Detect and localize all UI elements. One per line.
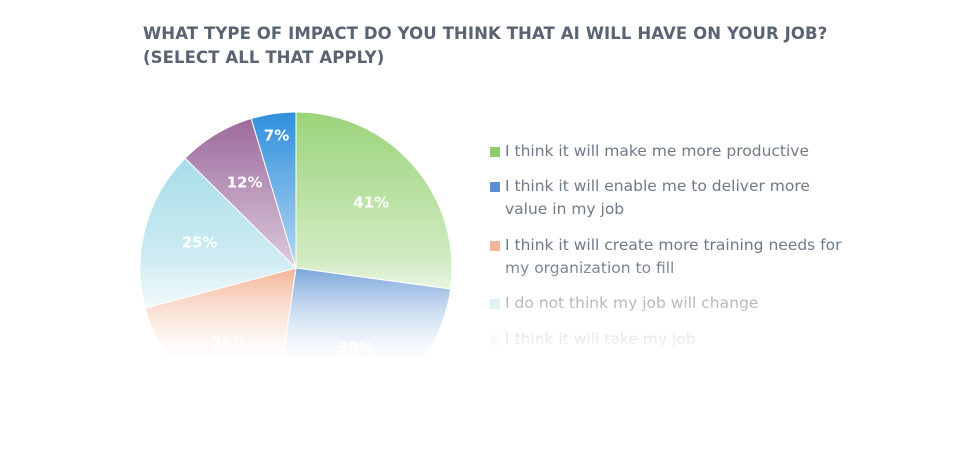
legend-swatch bbox=[490, 182, 500, 192]
legend-swatch bbox=[490, 335, 500, 345]
legend-label: I think it will make me more productive bbox=[505, 142, 810, 160]
legend-swatch bbox=[490, 299, 500, 309]
legend-item-productive: I think it will make me more productive bbox=[490, 140, 850, 163]
legend-item-no-change: I do not think my job will change bbox=[490, 292, 850, 315]
pie-slice-label: 25% bbox=[182, 233, 218, 251]
pie-slice bbox=[250, 111, 297, 269]
legend-swatch bbox=[490, 147, 500, 157]
chart-title-line-1: WHAT TYPE OF IMPACT DO YOU THINK THAT AI… bbox=[143, 24, 828, 43]
chart-title-line-2: (SELECT ALL THAT APPLY) bbox=[143, 48, 385, 67]
pie-slice-label: 12% bbox=[227, 173, 263, 191]
pie-slice-label: 38% bbox=[338, 339, 374, 357]
bottom-fade-cover bbox=[0, 358, 961, 454]
legend-label: I think it will enable me to deliver mor… bbox=[505, 177, 810, 218]
legend-label: I do not think my job will change bbox=[505, 294, 759, 312]
legend-item-take-job: I think it will take my job bbox=[490, 328, 850, 351]
pie-slice-label: 28% bbox=[212, 334, 248, 352]
pie-slice-label: 41% bbox=[353, 193, 389, 211]
pie-slice bbox=[295, 111, 453, 290]
legend-item-more-value: I think it will enable me to deliver mor… bbox=[490, 175, 850, 221]
legend-item-training-needs: I think it will create more training nee… bbox=[490, 234, 850, 280]
legend-label: I think it will create more training nee… bbox=[505, 236, 842, 277]
pie-slice-label: 7% bbox=[264, 126, 289, 144]
legend-label: I think it will take my job bbox=[505, 330, 696, 348]
legend-swatch bbox=[490, 241, 500, 251]
chart-title: WHAT TYPE OF IMPACT DO YOU THINK THAT AI… bbox=[143, 22, 903, 70]
